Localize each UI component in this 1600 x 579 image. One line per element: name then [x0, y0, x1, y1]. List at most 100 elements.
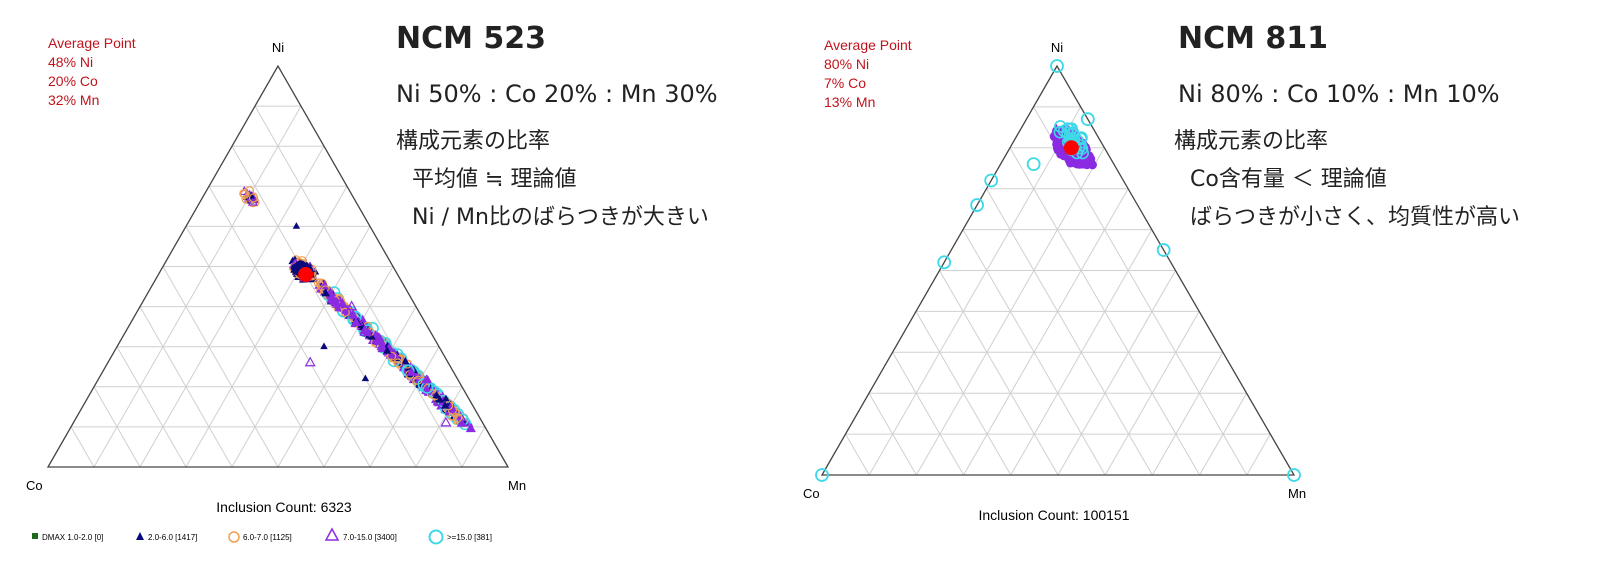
grid-line — [845, 433, 870, 476]
ncm811-note-title: 構成元素の比率 — [1174, 129, 1328, 154]
legend-open-triangle-marker — [324, 527, 340, 541]
ncm811-vertex-mn-label: Mn — [1288, 486, 1306, 501]
ncm523-note-average: 平均値 ≒ 理論値 — [412, 167, 576, 192]
ncm811-points — [815, 59, 1301, 482]
outlier-point-15-plus — [1026, 157, 1041, 172]
outlier-point-15-plus — [970, 198, 984, 212]
point-2-6 — [432, 390, 441, 399]
ncm811-vertex-co-label: Co — [803, 486, 820, 501]
legend-orange-circle-marker — [228, 531, 240, 543]
point-2-6 — [383, 346, 392, 354]
ncm811-note-co-content: Co含有量 ＜ 理論値 — [1190, 167, 1387, 192]
grid-line — [277, 266, 394, 468]
ncm523-average-co: 20% Co — [48, 73, 98, 89]
point-6-7 — [387, 351, 397, 361]
ncm523-average-title: Average Point — [48, 35, 136, 51]
ncm811-ternary-chart: Ni Co Mn Average Point 80% Ni 7% Co 13% … — [803, 21, 1520, 523]
point-7-15 — [337, 298, 348, 308]
ncm523-grid — [70, 105, 486, 468]
point-2-6 — [292, 222, 301, 229]
ncm523-note-title: 構成元素の比率 — [396, 129, 550, 154]
ncm811-average-co: 7% Co — [824, 75, 866, 91]
ncm811-average-title: Average Point — [824, 37, 912, 53]
point-2-6 — [321, 289, 331, 297]
point-7-15 — [421, 374, 432, 384]
ncm523-frame — [46, 64, 510, 468]
point-7-15 — [406, 366, 417, 376]
grid-line — [208, 186, 371, 468]
point-7-15 — [446, 401, 457, 411]
point-2-6 — [435, 395, 445, 403]
grid-line — [116, 346, 187, 468]
point-6-7 — [248, 193, 259, 203]
outlier-point-15-plus — [1050, 59, 1064, 73]
point-7-15 — [304, 356, 316, 367]
point-2-6 — [361, 374, 370, 382]
point-7-15 — [350, 317, 362, 327]
ncm523-heading: NCM 523 — [396, 21, 546, 56]
ncm811-average-mn: 13% Mn — [824, 94, 875, 110]
ncm523-ternary-chart: Ni Co Mn Average Point 48% Ni 20% Co 32%… — [26, 21, 718, 545]
grid-line — [915, 147, 1105, 476]
legend-cyan-circle-marker — [428, 529, 444, 545]
ncm523-ratio: Ni 50% : Co 20% : Mn 30% — [396, 80, 718, 108]
grid-line — [868, 106, 1082, 476]
point-7-15 — [456, 417, 467, 427]
ncm811-note-uniformity: ばらつきが小さく、均質性が高い — [1190, 205, 1520, 230]
ncm523-average-ni: 48% Ni — [48, 54, 93, 70]
triangle-frame — [46, 64, 510, 468]
grid-line — [231, 145, 417, 468]
outlier-point-15-plus — [984, 173, 999, 188]
point-6-7 — [430, 391, 441, 401]
grid-line — [1057, 270, 1176, 476]
ncm811-vertex-ni-label: Ni — [1051, 40, 1063, 55]
point-7-15 — [1079, 159, 1090, 169]
point-7-15 — [1052, 136, 1064, 146]
ncm523-vertex-mn-label: Mn — [508, 478, 526, 493]
point-7-15 — [347, 309, 359, 319]
point-7-15 — [1066, 155, 1077, 165]
point-6-7 — [340, 307, 350, 317]
grid-line — [93, 105, 302, 468]
ncm523-points — [239, 186, 476, 433]
legend-label-dmax-1-2: DMAX 1.0-2.0 [0] — [42, 533, 103, 542]
outlier-point-15-plus — [1156, 243, 1171, 257]
point-6-7 — [239, 188, 249, 199]
ncm523-vertex-co-label: Co — [26, 478, 43, 493]
point-6-7 — [313, 278, 324, 288]
point-7-15 — [440, 416, 452, 427]
ncm811-ratio: Ni 80% : Co 10% : Mn 10% — [1178, 80, 1500, 108]
grid-line — [939, 270, 1059, 476]
ncm523-inclusion-count: Inclusion Count: 6323 — [216, 499, 352, 515]
ncm811-average-ni: 80% Ni — [824, 56, 869, 72]
legend-filled-triangle-marker — [136, 532, 144, 540]
average-point-marker — [1063, 140, 1079, 156]
outlier-point-15-plus — [1080, 112, 1095, 127]
ncm523-note-variation: Ni / Mn比のばらつきが大きい — [412, 205, 709, 230]
grid-line — [986, 188, 1153, 476]
grid-line — [70, 426, 95, 468]
point-7-15 — [346, 300, 358, 311]
point-2-6 — [440, 401, 450, 409]
grid-line — [461, 426, 486, 468]
ncm523-vertex-ni-label: Ni — [272, 40, 284, 55]
outlier-point-15-plus — [1287, 468, 1301, 482]
outlier-point-15-plus — [937, 255, 952, 270]
legend-label-dmax-15-plus: >=15.0 [381] — [447, 533, 492, 542]
grid-line — [254, 105, 463, 468]
legend-label-dmax-6-7: 6.0-7.0 [1125] — [243, 533, 292, 542]
triangle-frame — [820, 64, 1296, 476]
legend-square-marker — [32, 533, 38, 539]
ncm811-frame — [820, 64, 1296, 476]
point-2-6 — [442, 394, 450, 402]
point-6-7 — [240, 189, 250, 199]
grid-line — [1246, 433, 1271, 476]
legend-label-dmax-2-6: 2.0-6.0 [1417] — [148, 533, 197, 542]
ncm811-grid — [845, 106, 1271, 476]
grid-line — [185, 186, 348, 468]
point-7-15 — [330, 296, 341, 306]
ncm523-average-mn: 32% Mn — [48, 92, 99, 108]
ncm811-inclusion-count: Inclusion Count: 100151 — [979, 507, 1130, 523]
grid-line — [1009, 147, 1201, 476]
